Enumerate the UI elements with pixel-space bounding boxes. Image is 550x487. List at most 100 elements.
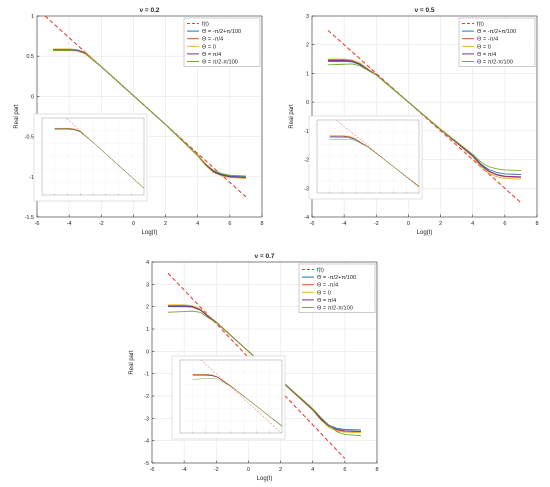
y-tick-label: -3 — [144, 416, 149, 422]
y-tick-label: -2 — [144, 394, 149, 400]
x-tick-label: -2 — [374, 221, 379, 227]
inset-panel — [171, 355, 286, 440]
y-tick-label: 0 — [146, 349, 149, 355]
x-axis-label: Log(t) — [257, 476, 273, 482]
legend-label-1: Θ = -π/2+π/100 — [202, 29, 241, 35]
y-tick-label: 0 — [306, 100, 309, 106]
y-tick-label: -0.5 — [25, 135, 34, 141]
legend-label-0: f(t) — [477, 22, 484, 28]
chart-title: ν = 0.2 — [139, 7, 159, 14]
y-tick-label: 1 — [306, 71, 309, 77]
y-tick-label: -4 — [144, 439, 149, 445]
legend-label-2: Θ = -π/4 — [477, 37, 498, 43]
legend: f(t)Θ = -π/2+π/100 Θ = -π/4Θ = 0 Θ = π/4 Θ … — [183, 17, 261, 67]
legend: f(t)Θ = -π/2+π/100 Θ = -π/4Θ = 0 Θ = π/4 Θ … — [458, 17, 536, 67]
series-line-f-t — [167, 272, 346, 459]
y-tick-label: 1 — [146, 327, 149, 333]
legend-label-3: Θ = 0 — [317, 290, 331, 296]
axes-box — [151, 261, 378, 464]
y-tick-label: 3 — [306, 14, 309, 20]
inset-series-4 — [192, 378, 282, 427]
inset-series-f-t — [200, 360, 282, 433]
x-axis-label: Log(t) — [417, 230, 433, 236]
series-line-4 — [328, 63, 521, 171]
x-tick-label: -4 — [182, 467, 187, 473]
y-tick-label: -1 — [29, 175, 34, 181]
legend-box — [183, 17, 261, 67]
x-tick-label: 0 — [132, 221, 135, 227]
legend-box — [458, 17, 536, 67]
inset-data — [329, 120, 419, 188]
y-axis-label: Real part — [129, 350, 135, 375]
legend-label-5: Θ = π/2-π/100 — [317, 306, 353, 312]
inset-panel — [33, 113, 148, 202]
x-tick-label: 2 — [164, 221, 167, 227]
y-tick-label: -5 — [144, 461, 149, 467]
x-tick-label: 2 — [439, 221, 442, 227]
y-axis-label: Real part — [14, 104, 20, 129]
chart-panel-nu-0-5: -6 -4 -2 0 2 4 6 8 -4 -3 -2 -1 0 1 2 3 ν = 0.5 Log(t) Real… — [275, 0, 550, 240]
x-tick-label: 6 — [228, 221, 231, 227]
y-tick-label: -4 — [304, 215, 309, 221]
chart-svg: -6 -4 -2 0 2 4 6 8 -1.5 -1 -0.5 0 0.5 1 ν = 0.2 Log(t) R… — [14, 7, 264, 236]
legend-label-4: Θ = π/4 — [477, 52, 496, 58]
inset-data — [54, 118, 144, 189]
data-layer — [44, 16, 247, 198]
x-tick-label: 8 — [375, 467, 378, 473]
y-tick-label: -1.5 — [25, 215, 34, 221]
x-tick-label: -4 — [67, 221, 72, 227]
chart-title: ν = 0.5 — [414, 7, 434, 14]
legend-box — [298, 263, 376, 313]
legend-label-0: f(t) — [317, 268, 324, 274]
x-tick-label: 6 — [503, 221, 506, 227]
y-tick-label: 1 — [31, 14, 34, 20]
x-tick-label: 4 — [311, 467, 314, 473]
y-tick-label: 0 — [31, 94, 34, 100]
inset-series-f-t — [335, 120, 419, 188]
x-tick-label: -2 — [99, 221, 104, 227]
legend-label-4: Θ = π/4 — [202, 52, 221, 58]
x-tick-label: -6 — [310, 221, 315, 227]
inset-series-4 — [54, 129, 144, 189]
y-tick-label: -1 — [304, 129, 309, 135]
x-tick-label: 0 — [247, 467, 250, 473]
chart-panel-nu-0-7: -6 -4 -2 0 2 4 6 8 -5 -4 -3 -2 -1 0 1 2 3 4 ν = 0.7 Log(t) R… — [115, 246, 390, 487]
chart-svg: -6 -4 -2 0 2 4 6 8 -5 -4 -3 -2 -1 0 1 2 3 4 ν = 0.7 Log(t) R… — [129, 253, 379, 482]
legend-label-2: Θ = -π/4 — [317, 283, 338, 289]
inset-series-4 — [329, 138, 419, 187]
data-layer — [327, 29, 522, 204]
y-tick-label: -2 — [304, 158, 309, 164]
y-tick-label: 2 — [146, 305, 149, 311]
y-tick-label: 0.5 — [26, 54, 34, 60]
x-tick-label: 0 — [407, 221, 410, 227]
legend-label-4: Θ = π/4 — [317, 298, 336, 304]
x-tick-label: 8 — [260, 221, 263, 227]
legend-label-1: Θ = -π/2+π/100 — [317, 275, 356, 281]
legend-label-0: f(t) — [202, 22, 209, 28]
legend-label-5: Θ = π/2-π/100 — [202, 60, 238, 66]
x-tick-label: -2 — [214, 467, 219, 473]
y-tick-label: 3 — [146, 282, 149, 288]
inset-panel — [308, 115, 423, 200]
legend-label-5: Θ = π/2-π/100 — [477, 60, 513, 66]
x-tick-label: -4 — [342, 221, 347, 227]
x-tick-label: 2 — [279, 467, 282, 473]
chart-title: ν = 0.7 — [254, 253, 274, 260]
x-tick-label: 4 — [471, 221, 474, 227]
legend-label-1: Θ = -π/2+π/100 — [477, 29, 516, 35]
series-line-4 — [53, 50, 246, 177]
y-axis-label: Real part — [289, 104, 295, 129]
x-tick-label: -6 — [35, 221, 40, 227]
inset-data — [192, 360, 282, 433]
chart-panel-nu-0-2: -6 -4 -2 0 2 4 6 8 -1.5 -1 -0.5 0 0.5 1 ν = 0.2 Log(t) R… — [0, 0, 275, 240]
series-line-f-t — [327, 29, 522, 204]
x-tick-label: 8 — [535, 221, 538, 227]
y-tick-label: 2 — [306, 43, 309, 49]
y-tick-label: -1 — [144, 372, 149, 378]
x-tick-label: -6 — [150, 467, 155, 473]
y-tick-label: -3 — [304, 186, 309, 192]
x-axis-label: Log(t) — [142, 230, 158, 236]
legend-label-2: Θ = -π/4 — [202, 37, 223, 43]
x-tick-label: 4 — [196, 221, 199, 227]
